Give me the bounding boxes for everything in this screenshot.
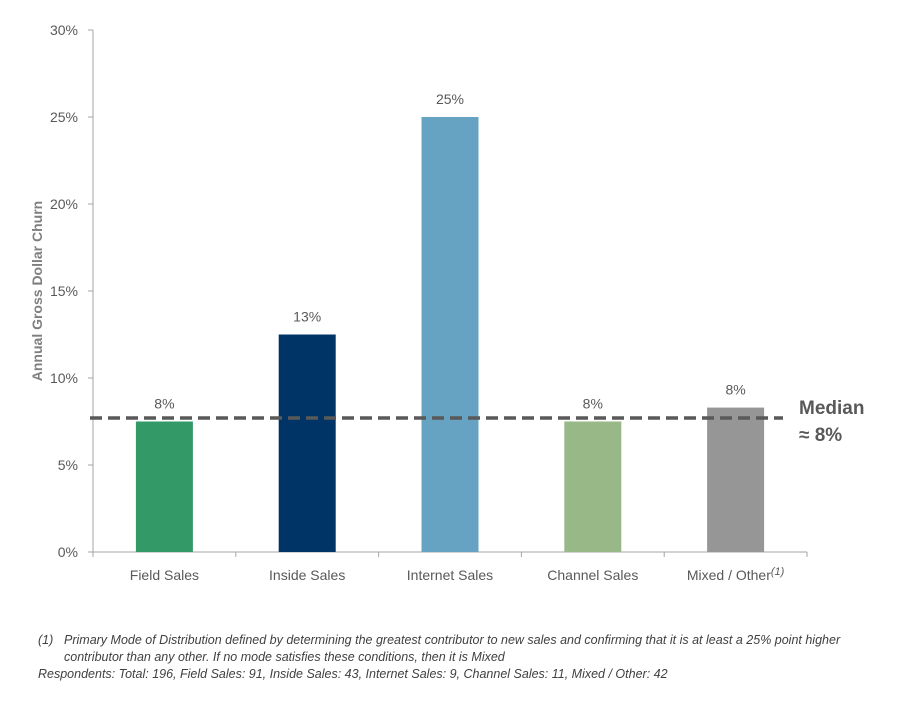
bar-internet-sales xyxy=(421,117,479,552)
y-tick-label: 20% xyxy=(50,196,78,212)
data-label: 8% xyxy=(154,396,174,412)
bar-mixed-other xyxy=(707,407,765,552)
median-label: Median xyxy=(799,398,864,419)
data-label: 8% xyxy=(583,396,603,412)
data-label: 25% xyxy=(436,91,464,107)
y-axis-title: Annual Gross Dollar Churn xyxy=(29,201,45,381)
bar-inside-sales xyxy=(278,334,336,552)
y-tick-label: 5% xyxy=(58,457,78,473)
footnote-1: (1) Primary Mode of Distribution defined… xyxy=(38,632,888,666)
bar-chart: 0% 5% 10% 15% 20% 25% 30% Annual Gross Dollar C… xyxy=(29,22,864,583)
bar-field-sales xyxy=(135,421,193,552)
category-label: Inside Sales xyxy=(269,567,345,583)
footnote-text: Primary Mode of Distribution defined by … xyxy=(64,633,841,664)
median-value: ≈ 8% xyxy=(799,425,842,446)
category-label: Internet Sales xyxy=(407,567,493,583)
data-label: 13% xyxy=(293,309,321,325)
data-label: 8% xyxy=(725,382,745,398)
y-tick-label: 10% xyxy=(50,370,78,386)
y-tick-label: 0% xyxy=(58,544,78,560)
footnotes: (1) Primary Mode of Distribution defined… xyxy=(38,632,888,683)
y-tick-label: 25% xyxy=(50,109,78,125)
bar-channel-sales xyxy=(564,421,622,552)
category-label: Channel Sales xyxy=(547,567,638,583)
y-tick-label: 15% xyxy=(50,283,78,299)
category-label: Field Sales xyxy=(130,567,199,583)
respondents-note: Respondents: Total: 196, Field Sales: 91… xyxy=(38,667,668,681)
category-label: Mixed / Other(1) xyxy=(687,566,785,583)
y-tick-label: 30% xyxy=(50,22,78,38)
footnote-marker: (1) xyxy=(38,633,54,647)
